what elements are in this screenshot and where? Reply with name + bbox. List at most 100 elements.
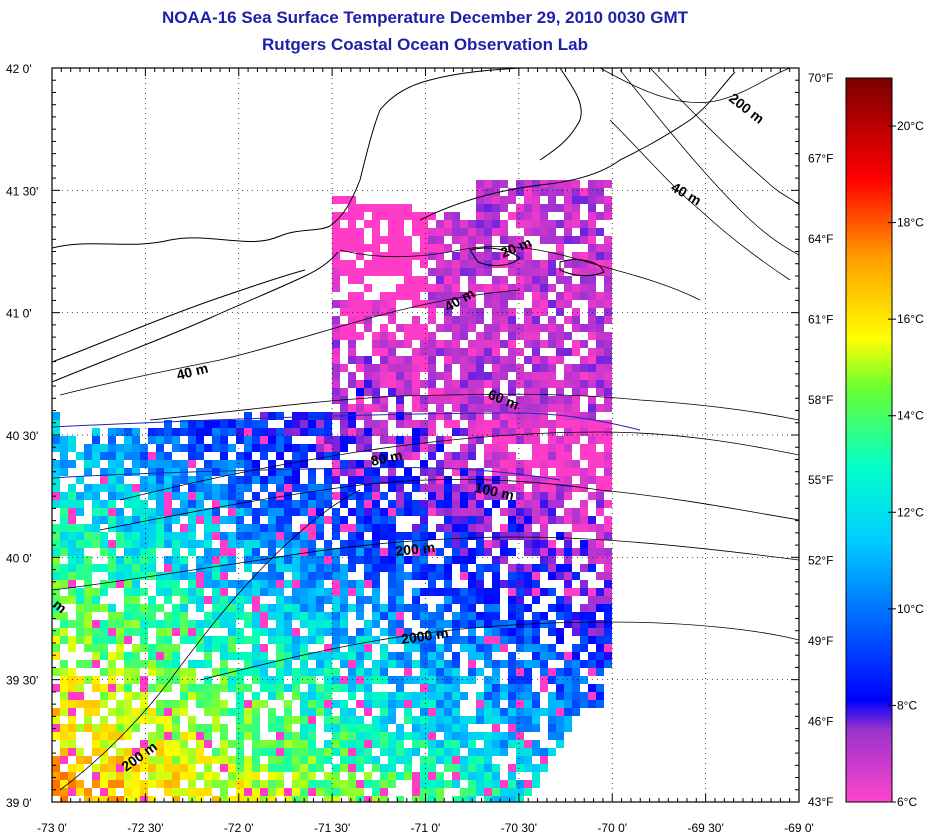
sst-pixel — [596, 268, 604, 276]
sst-pixel — [316, 588, 324, 596]
sst-pixel — [308, 572, 316, 580]
sst-pixel — [172, 716, 180, 724]
sst-pixel — [252, 508, 260, 516]
sst-pixel — [148, 484, 156, 492]
sst-pixel — [52, 788, 60, 796]
sst-pixel — [380, 260, 388, 268]
sst-pixel — [68, 484, 76, 492]
sst-pixel — [564, 652, 572, 660]
sst-pixel — [572, 508, 580, 516]
sst-pixel — [436, 748, 444, 756]
sst-pixel — [284, 732, 292, 740]
sst-pixel — [316, 700, 324, 708]
sst-pixel — [396, 748, 404, 756]
sst-pixel — [372, 340, 380, 348]
sst-pixel — [420, 764, 428, 772]
sst-pixel — [532, 404, 540, 412]
sst-pixel — [220, 644, 228, 652]
sst-pixel — [164, 500, 172, 508]
sst-pixel — [388, 604, 396, 612]
sst-pixel — [268, 636, 276, 644]
sst-pixel — [556, 268, 564, 276]
sst-pixel — [524, 188, 532, 196]
sst-pixel — [540, 340, 548, 348]
sst-pixel — [484, 644, 492, 652]
sst-pixel — [212, 756, 220, 764]
sst-pixel — [124, 612, 132, 620]
sst-pixel — [604, 348, 612, 356]
sst-pixel — [332, 604, 340, 612]
sst-pixel — [460, 268, 468, 276]
sst-pixel — [332, 468, 340, 476]
sst-pixel — [524, 668, 532, 676]
sst-pixel — [252, 668, 260, 676]
sst-pixel — [172, 444, 180, 452]
sst-pixel — [228, 420, 236, 428]
sst-pixel — [404, 756, 412, 764]
sst-pixel — [412, 700, 420, 708]
sst-pixel — [132, 444, 140, 452]
sst-pixel — [68, 460, 76, 468]
sst-pixel — [372, 700, 380, 708]
sst-pixel — [548, 444, 556, 452]
sst-pixel — [484, 268, 492, 276]
sst-pixel — [348, 532, 356, 540]
sst-pixel — [340, 228, 348, 236]
sst-pixel — [340, 740, 348, 748]
sst-pixel — [596, 404, 604, 412]
sst-pixel — [428, 644, 436, 652]
sst-pixel — [348, 708, 356, 716]
sst-pixel — [484, 300, 492, 308]
sst-pixel — [588, 220, 596, 228]
sst-pixel — [420, 588, 428, 596]
sst-pixel — [364, 516, 372, 524]
sst-pixel — [356, 748, 364, 756]
sst-pixel — [380, 548, 388, 556]
sst-pixel — [444, 556, 452, 564]
sst-pixel — [156, 716, 164, 724]
sst-pixel — [436, 692, 444, 700]
sst-pixel — [340, 564, 348, 572]
sst-pixel — [60, 620, 68, 628]
sst-pixel — [492, 636, 500, 644]
sst-pixel — [212, 420, 220, 428]
fahrenheit-label: 49°F — [808, 634, 833, 648]
fahrenheit-label: 46°F — [808, 715, 833, 729]
sst-pixel — [428, 796, 436, 802]
sst-pixel — [572, 236, 580, 244]
sst-pixel — [484, 420, 492, 428]
sst-pixel — [484, 628, 492, 636]
sst-pixel — [340, 236, 348, 244]
sst-pixel — [148, 756, 156, 764]
sst-pixel — [324, 644, 332, 652]
sst-pixel — [268, 508, 276, 516]
sst-pixel — [212, 516, 220, 524]
sst-pixel — [428, 612, 436, 620]
sst-pixel — [348, 420, 356, 428]
sst-pixel — [444, 324, 452, 332]
sst-pixel — [596, 636, 604, 644]
sst-pixel — [516, 796, 524, 802]
sst-pixel — [580, 468, 588, 476]
sst-pixel — [236, 772, 244, 780]
sst-pixel — [228, 596, 236, 604]
sst-pixel — [316, 748, 324, 756]
sst-pixel — [548, 668, 556, 676]
sst-pixel — [372, 796, 380, 802]
sst-pixel — [60, 468, 68, 476]
sst-pixel — [580, 580, 588, 588]
sst-pixel — [444, 756, 452, 764]
sst-pixel — [364, 652, 372, 660]
sst-pixel — [572, 412, 580, 420]
sst-pixel — [452, 524, 460, 532]
sst-pixel — [348, 796, 356, 802]
sst-pixel — [508, 724, 516, 732]
sst-pixel — [108, 636, 116, 644]
isobath-40m-a — [59, 289, 521, 396]
sst-pixel — [100, 444, 108, 452]
sst-pixel — [292, 508, 300, 516]
sst-pixel — [516, 716, 524, 724]
sst-pixel — [308, 580, 316, 588]
sst-pixel — [516, 276, 524, 284]
sst-pixel — [340, 540, 348, 548]
